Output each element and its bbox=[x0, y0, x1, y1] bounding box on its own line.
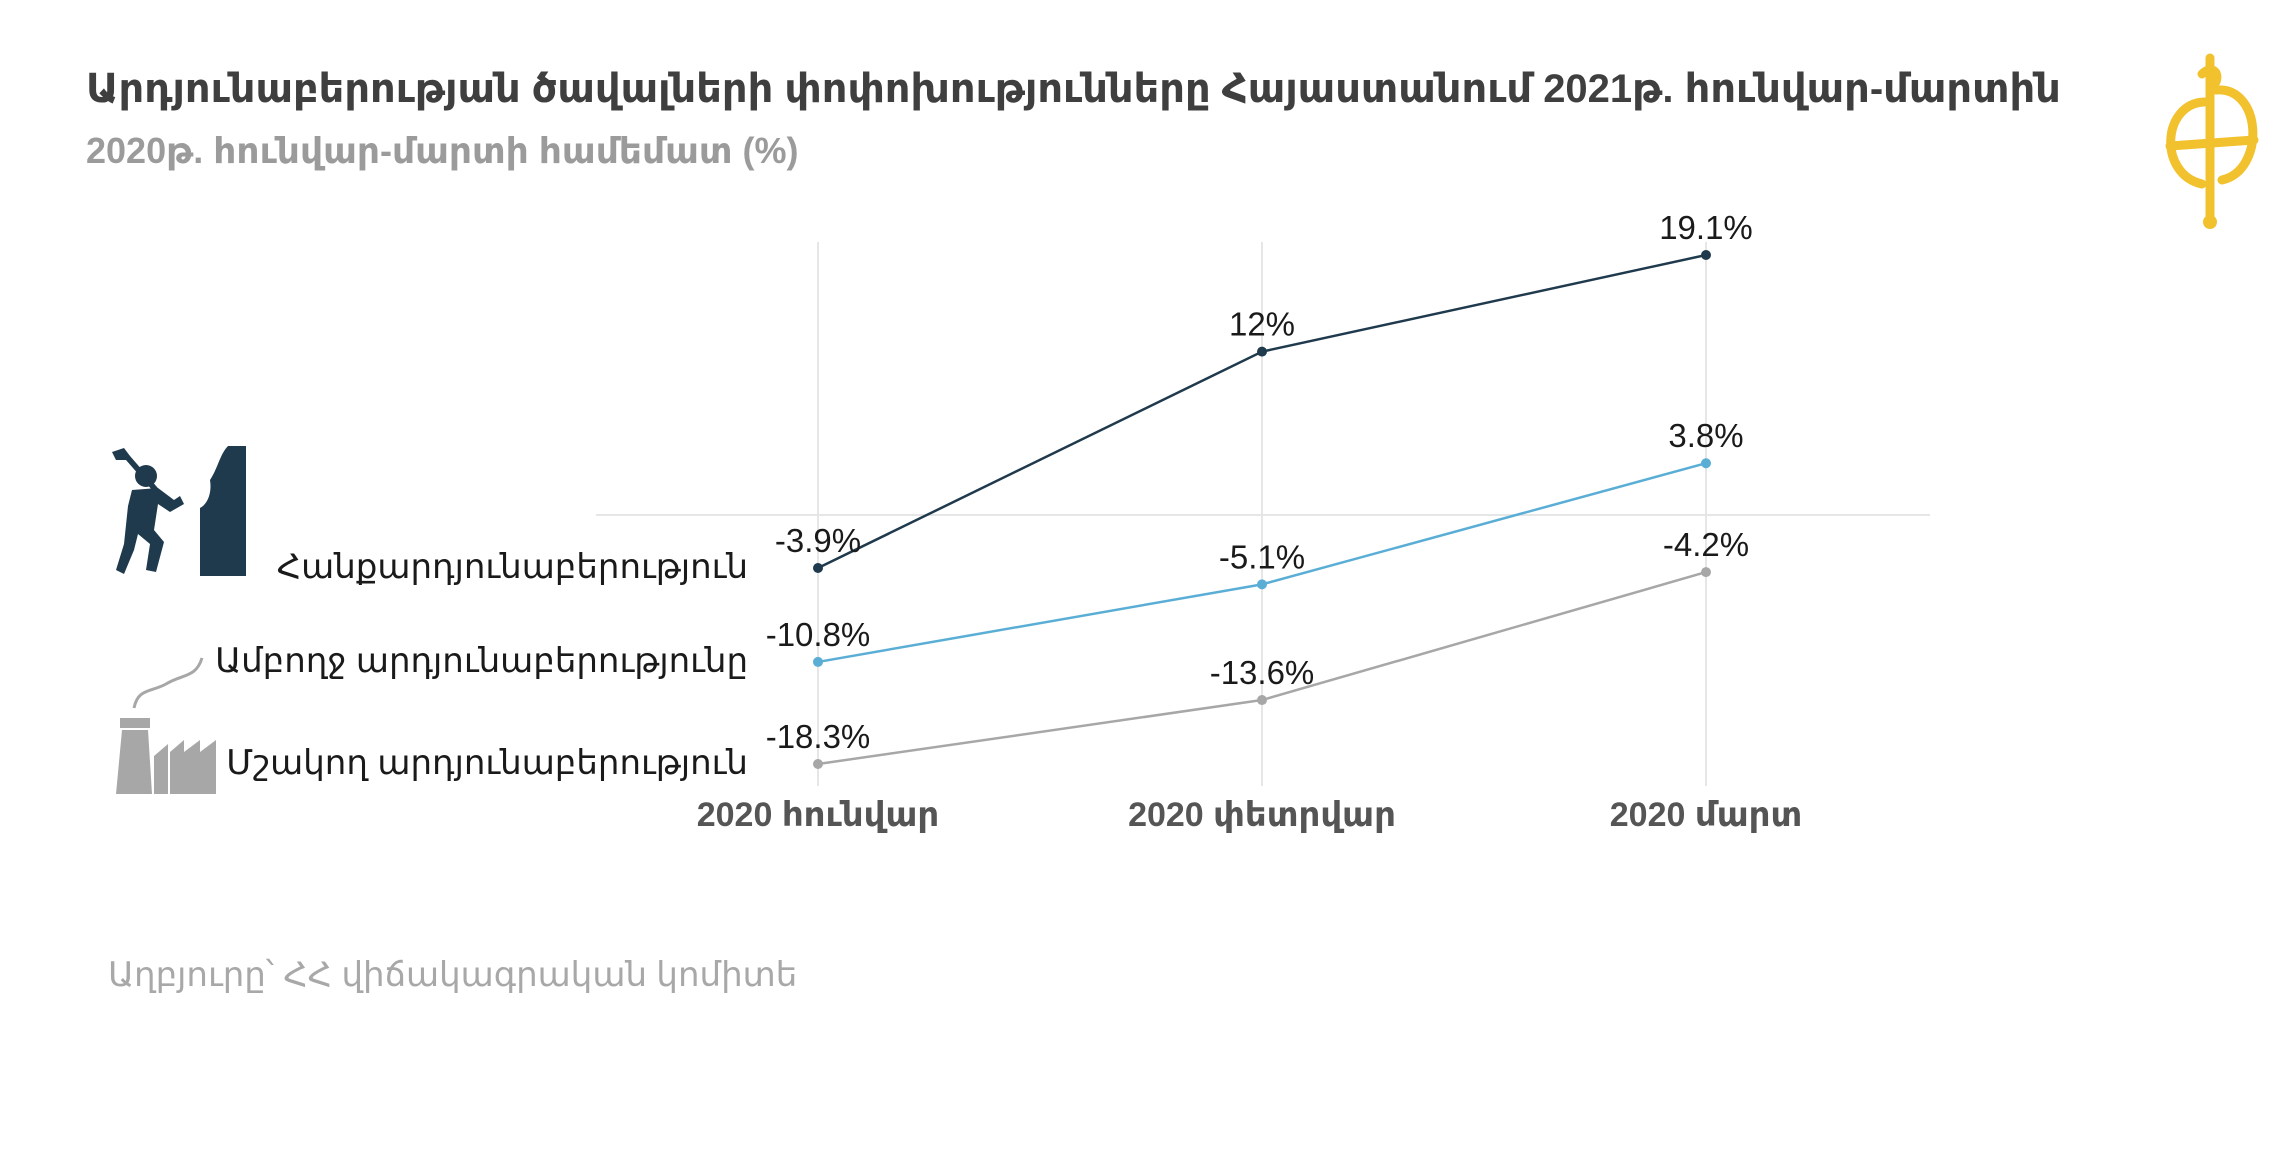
data-point bbox=[813, 563, 823, 574]
data-label: -4.2% bbox=[1663, 526, 1749, 563]
x-tick-label: 2020 հունվար bbox=[697, 796, 940, 834]
data-point bbox=[1701, 567, 1711, 578]
data-label: 3.8% bbox=[1668, 417, 1743, 454]
x-tick-label: 2020 մարտ bbox=[1610, 796, 1802, 834]
data-label: -18.3% bbox=[766, 718, 871, 755]
data-label: 12% bbox=[1229, 306, 1295, 343]
data-point bbox=[1257, 346, 1267, 357]
data-label: -13.6% bbox=[1210, 654, 1315, 691]
data-label: 19.1% bbox=[1659, 209, 1753, 246]
x-tick-label: 2020 փետրվար bbox=[1128, 796, 1396, 834]
data-point bbox=[813, 656, 823, 667]
data-point bbox=[1701, 458, 1711, 469]
chart-subtitle: 2020թ. հունվար-մարտի համեմատ (%) bbox=[86, 130, 799, 171]
series-name-label: Մշակող արդյունաբերություն bbox=[226, 744, 748, 782]
factory-icon bbox=[116, 657, 216, 794]
series-name-label: Հանքարդյունաբերություն bbox=[277, 548, 748, 586]
data-label: -10.8% bbox=[766, 616, 871, 653]
series-name-label: Ամբողջ արդյունաբերությունը bbox=[215, 642, 748, 680]
chart-title: Արդյունաբերության ծավալների փոփոխություն… bbox=[86, 67, 2061, 111]
data-label: -3.9% bbox=[775, 522, 861, 559]
data-point bbox=[1257, 579, 1267, 590]
source-note: Աղբյուրը՝ ՀՀ վիճակագրական կոմիտե bbox=[108, 956, 798, 994]
logo-icon bbox=[2165, 53, 2259, 229]
data-point bbox=[1257, 695, 1267, 706]
data-point bbox=[813, 759, 823, 769]
miner-icon bbox=[112, 446, 246, 576]
data-point bbox=[1701, 250, 1711, 260]
data-label: -5.1% bbox=[1219, 538, 1305, 575]
